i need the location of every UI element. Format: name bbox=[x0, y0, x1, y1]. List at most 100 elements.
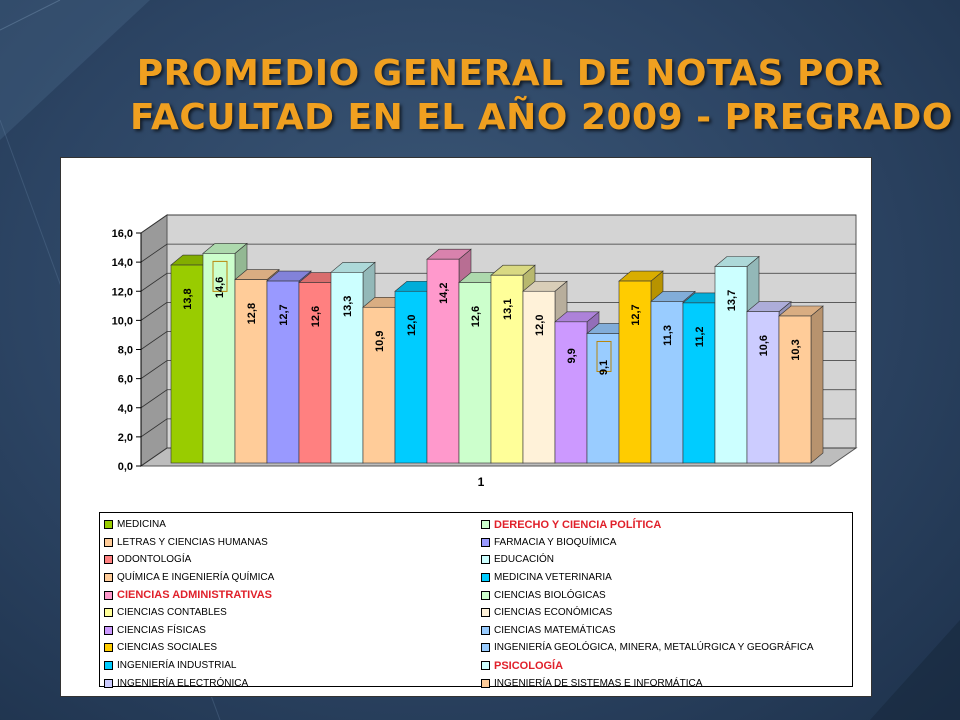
legend-item: CIENCIAS MATEMÁTICAS bbox=[481, 622, 814, 640]
legend-swatch bbox=[481, 573, 490, 583]
legend-column-left: MEDICINA LETRAS Y CIENCIAS HUMANAS ODONTOL… bbox=[104, 516, 274, 692]
legend-label: DERECHO Y CIENCIA POLÍTICA bbox=[494, 518, 662, 531]
bar bbox=[234, 279, 268, 464]
y-tick-label: 12,0 bbox=[112, 286, 133, 298]
legend-swatch bbox=[104, 625, 113, 635]
bar bbox=[746, 311, 780, 464]
y-tick-label: 0,0 bbox=[118, 461, 133, 473]
data-label: 13,3 bbox=[342, 296, 354, 317]
bar bbox=[650, 301, 684, 464]
legend-swatch bbox=[104, 608, 113, 618]
bar bbox=[714, 266, 748, 464]
y-tick-label: 4,0 bbox=[118, 403, 133, 415]
legend-label: INGENIERÍA GEOLÓGICA, MINERA, METALÚRGIC… bbox=[494, 642, 814, 654]
legend-swatch bbox=[104, 573, 113, 583]
legend-swatch bbox=[104, 678, 113, 688]
legend-swatch bbox=[104, 555, 113, 565]
legend-swatch bbox=[481, 520, 490, 530]
data-label: 12,0 bbox=[406, 315, 418, 336]
legend-label: CIENCIAS ECONÓMICAS bbox=[494, 607, 613, 619]
legend-item: CIENCIAS SOCIALES bbox=[104, 639, 274, 657]
y-tick-label: 14,0 bbox=[112, 257, 133, 269]
legend-label: ODONTOLOGÍA bbox=[117, 554, 192, 566]
legend-swatch bbox=[104, 643, 113, 653]
legend-label: CIENCIAS BIOLÓGICAS bbox=[494, 589, 606, 601]
data-label: 12,0 bbox=[534, 315, 546, 336]
legend-label: INGENIERÍA DE SISTEMAS E INFORMÁTICA bbox=[494, 677, 703, 689]
legend-label: CIENCIAS MATEMÁTICAS bbox=[494, 624, 616, 636]
legend-item: INGENIERÍA ELECTRÓNICA bbox=[104, 674, 274, 692]
legend-swatch bbox=[481, 590, 490, 600]
y-tick-label: 8,0 bbox=[118, 345, 133, 357]
legend-item: CIENCIAS ADMINISTRATIVAS bbox=[104, 586, 274, 604]
data-label: 10,6 bbox=[758, 335, 770, 356]
legend-item: INGENIERÍA GEOLÓGICA, MINERA, METALÚRGIC… bbox=[481, 639, 814, 657]
y-tick-label: 2,0 bbox=[118, 432, 133, 444]
chart-legend: MEDICINA LETRAS Y CIENCIAS HUMANAS ODONTOL… bbox=[99, 512, 853, 689]
chart-area: 0,0 2,0 4,0 6,0 8,0 10,0 12,0 14,0 16,0 13,8 14,6 1… bbox=[60, 157, 872, 697]
legend-label: FARMACIA Y BIOQUÍMICA bbox=[494, 536, 617, 548]
data-label-box bbox=[596, 340, 612, 372]
legend-item: QUÍMICA E INGENIERÍA QUÍMICA bbox=[104, 569, 274, 587]
legend-label: MEDICINA VETERINARIA bbox=[494, 572, 612, 584]
legend-label: LETRAS Y CIENCIAS HUMANAS bbox=[117, 536, 268, 548]
bar-chart: 0,0 2,0 4,0 6,0 8,0 10,0 12,0 14,0 16,0 13,8 14,6 1… bbox=[112, 214, 858, 489]
bar bbox=[490, 274, 524, 464]
legend-swatch bbox=[104, 537, 113, 547]
legend-swatch bbox=[481, 678, 490, 688]
legend-item: DERECHO Y CIENCIA POLÍTICA bbox=[481, 516, 814, 534]
slide-title: PROMEDIO GENERAL DE NOTAS POR FACULTAD E… bbox=[130, 52, 953, 140]
data-label: 13,1 bbox=[502, 299, 514, 320]
bar bbox=[330, 272, 364, 464]
legend-item: CIENCIAS CONTABLES bbox=[104, 604, 274, 622]
legend-label: INGENIERÍA INDUSTRIAL bbox=[117, 660, 237, 672]
legend-label: CIENCIAS CONTABLES bbox=[117, 607, 227, 619]
legend-swatch bbox=[481, 555, 490, 565]
legend-swatch bbox=[481, 608, 490, 618]
legend-swatch bbox=[481, 625, 490, 635]
data-label: 9,1 bbox=[598, 360, 610, 375]
bar bbox=[618, 280, 652, 464]
legend-label: CIENCIAS SOCIALES bbox=[117, 642, 218, 654]
bar bbox=[554, 321, 588, 464]
y-tick-label: 16,0 bbox=[112, 228, 133, 240]
gridline bbox=[140, 272, 856, 292]
bar-side bbox=[810, 305, 824, 464]
legend-swatch bbox=[481, 537, 490, 547]
legend-item: LETRAS Y CIENCIAS HUMANAS bbox=[104, 534, 274, 552]
x-category-label: 1 bbox=[478, 475, 485, 489]
bar bbox=[170, 264, 204, 464]
bar bbox=[266, 280, 300, 464]
data-label: 11,3 bbox=[662, 325, 674, 346]
legend-label: CIENCIAS FÍSICAS bbox=[117, 624, 206, 636]
legend-label: CIENCIAS ADMINISTRATIVAS bbox=[117, 589, 273, 602]
legend-swatch bbox=[481, 643, 490, 653]
data-label: 13,8 bbox=[182, 288, 194, 309]
slide-title-line-2: FACULTAD EN EL AÑO 2009 - PREGRADO bbox=[130, 97, 953, 138]
data-label: 14,6 bbox=[214, 277, 226, 298]
legend-label: QUÍMICA E INGENIERÍA QUÍMICA bbox=[117, 572, 275, 584]
legend-item: ODONTOLOGÍA bbox=[104, 551, 274, 569]
legend-item: FARMACIA Y BIOQUÍMICA bbox=[481, 534, 814, 552]
bar bbox=[586, 333, 620, 464]
legend-item: MEDICINA VETERINARIA bbox=[481, 569, 814, 587]
bar bbox=[522, 290, 556, 464]
bar bbox=[202, 253, 236, 464]
bar bbox=[458, 282, 492, 464]
legend-label: EDUCACIÓN bbox=[494, 554, 555, 566]
data-label: 10,3 bbox=[790, 339, 802, 360]
data-label: 9,9 bbox=[566, 348, 578, 363]
bar bbox=[426, 258, 460, 464]
bar bbox=[778, 315, 812, 464]
data-label: 12,7 bbox=[278, 304, 290, 325]
legend-column-right: DERECHO Y CIENCIA POLÍTICA FARMACIA Y BIO… bbox=[481, 516, 814, 692]
gridline bbox=[140, 214, 856, 234]
data-label: 12,6 bbox=[470, 306, 482, 327]
slide-title-line-1: PROMEDIO GENERAL DE NOTAS POR bbox=[136, 53, 884, 94]
legend-swatch bbox=[104, 590, 113, 600]
legend-item: EDUCACIÓN bbox=[481, 551, 814, 569]
legend-item: PSICOLOGÍA bbox=[481, 657, 814, 675]
y-tick-label: 6,0 bbox=[118, 374, 133, 386]
data-label: 11,2 bbox=[694, 326, 706, 347]
data-label: 14,2 bbox=[438, 283, 450, 304]
